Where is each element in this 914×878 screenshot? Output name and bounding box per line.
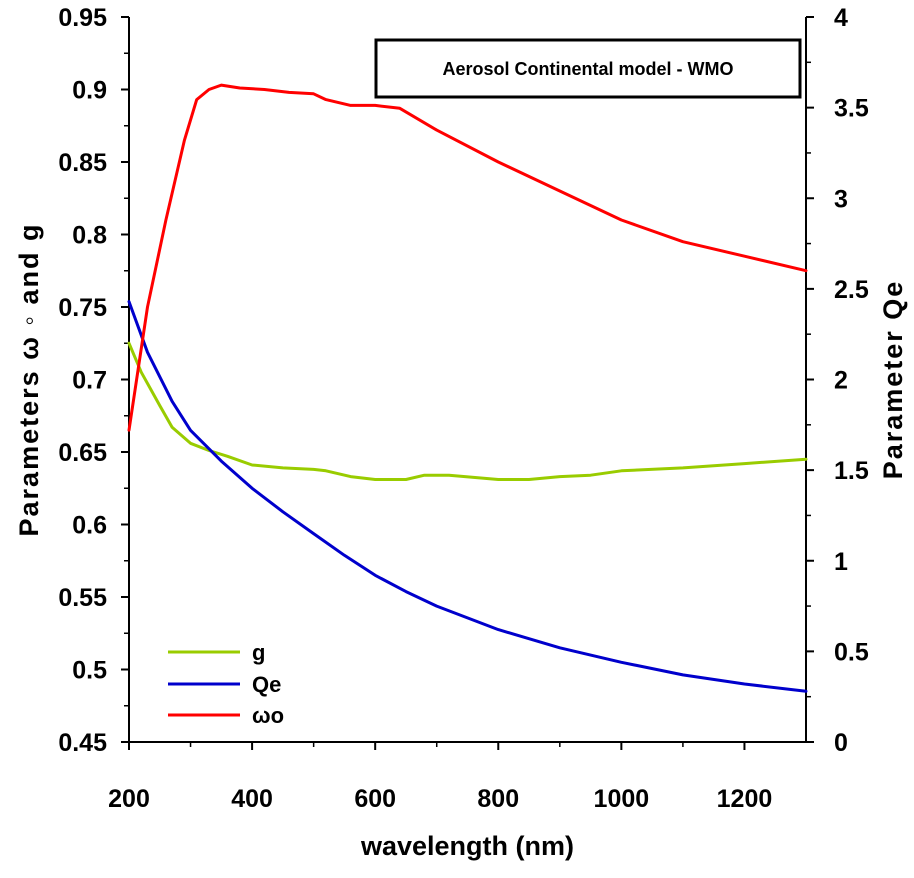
y-right-axis-title: Parameter Qe [878, 280, 908, 480]
y-right-tick-label: 0.5 [834, 638, 869, 666]
chart-title: Aerosol Continental model - WMO [443, 59, 734, 79]
y-right-tick-label: 4 [834, 4, 848, 32]
y-left-axis-title: Parameters ω ◦ and g [14, 223, 44, 537]
x-tick-label: 200 [108, 785, 150, 813]
y-left-tick-label: 0.9 [72, 77, 107, 105]
series-line-qe [127, 300, 808, 693]
series-layer [127, 83, 808, 693]
x-tick-label: 600 [354, 785, 396, 813]
legend-label: Qe [252, 672, 281, 697]
y-left-tick-label: 0.55 [58, 584, 107, 612]
y-left-tick-label: 0.85 [58, 149, 107, 177]
y-left-tick-label: 0.8 [72, 222, 107, 250]
series-line-omega [127, 83, 808, 432]
legend-label: ωo [252, 703, 284, 728]
x-tick-label: 800 [477, 785, 519, 813]
title-box: Aerosol Continental model - WMO [374, 38, 802, 99]
y-left-tick-label: 0.45 [58, 729, 107, 757]
x-tick-label: 1200 [717, 785, 773, 813]
y-right-tick-label: 0 [834, 729, 848, 757]
y-right-tick-label: 3 [834, 185, 848, 213]
x-tick-label: 1000 [594, 785, 650, 813]
y-left-tick-label: 0.65 [58, 439, 107, 467]
y-left-tick-label: 0.95 [58, 4, 107, 32]
y-right-tick-label: 1.5 [834, 457, 869, 485]
axes-layer: 200 400 600 800 1000 1200 0.45 0.5 0.55 0.6 0.65 0.… [14, 4, 908, 861]
title-box-border [374, 38, 802, 99]
legend-label: g [252, 640, 265, 665]
y-left-tick-label: 0.6 [72, 512, 107, 540]
series-line-g [127, 341, 808, 481]
y-left-tick-label: 0.7 [72, 367, 107, 395]
y-right-tick-label: 1 [834, 548, 848, 576]
y-right-tick-label: 2.5 [834, 276, 869, 304]
y-right-tick-label: 2 [834, 367, 848, 395]
x-axis-title: wavelength (nm) [360, 831, 574, 861]
legend: g Qe ωo [168, 640, 284, 728]
x-tick-label: 400 [231, 785, 273, 813]
y-left-tick-label: 0.75 [58, 294, 107, 322]
y-left-tick-label: 0.5 [72, 657, 107, 685]
y-right-tick-label: 3.5 [834, 95, 869, 123]
